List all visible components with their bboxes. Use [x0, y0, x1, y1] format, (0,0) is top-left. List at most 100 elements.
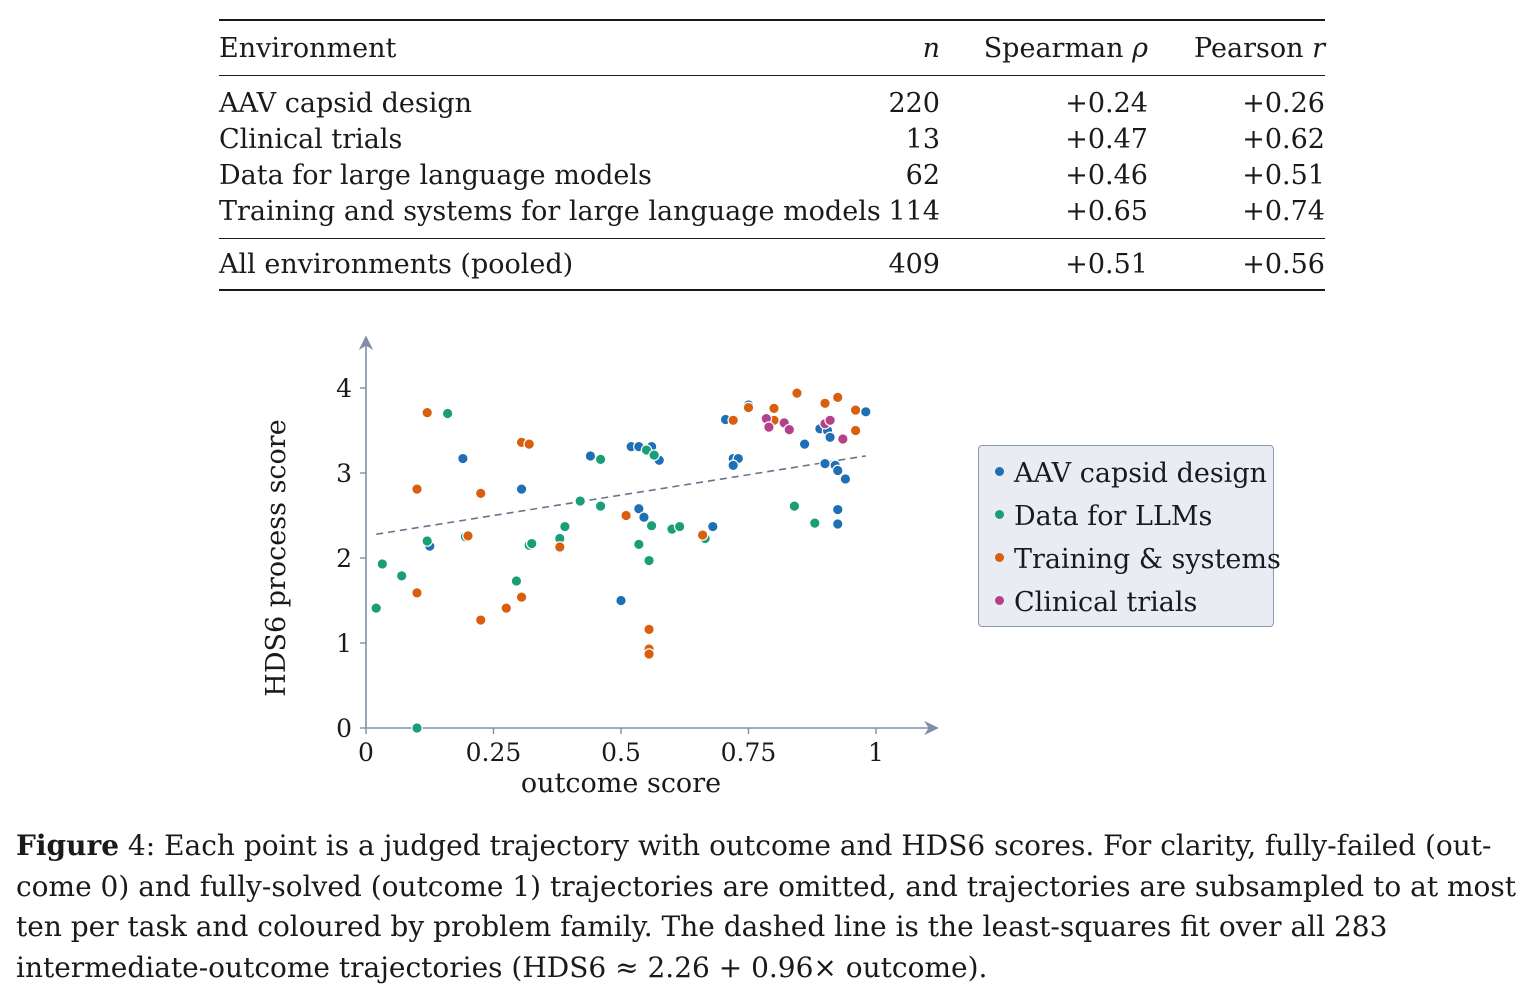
data-point: [808, 517, 821, 529]
x-tick-label: 0.5: [601, 738, 641, 767]
data-point: [643, 554, 655, 567]
results-table: Environment n Spearman ρ Pearson r AAV c…: [219, 19, 1325, 292]
data-point: [742, 401, 755, 414]
cell-n: 220: [888, 88, 940, 120]
cell-n: 409: [888, 249, 940, 281]
data-point: [584, 450, 597, 462]
data-point: [645, 519, 658, 532]
data-point: [525, 537, 538, 550]
data-point: [411, 722, 423, 734]
data-point: [643, 623, 655, 636]
table-mid-rule: [219, 238, 1325, 240]
data-point: [849, 424, 862, 437]
data-point: [515, 483, 528, 495]
y-tick-label: 1: [336, 629, 352, 658]
table-row: Training and systems for large language …: [219, 194, 1325, 230]
data-point: [839, 473, 852, 485]
data-point: [696, 529, 709, 541]
table-header-rule: [219, 75, 1325, 77]
data-point: [421, 406, 433, 419]
legend-item-aav: AAV capsid design: [995, 456, 1267, 496]
y-axis-title: HDS6 process score: [261, 419, 292, 696]
cell-spearman: +0.51: [1065, 249, 1148, 281]
data-point: [831, 464, 844, 477]
data-point: [411, 483, 423, 495]
table-row-pooled: All environments (pooled) 409 +0.51 +0.5…: [219, 239, 1325, 289]
data-point: [411, 587, 423, 599]
cell-n: 13: [905, 124, 940, 156]
cell-environment: AAV capsid design: [219, 88, 473, 120]
data-point: [395, 570, 408, 582]
data-point: [859, 406, 872, 418]
cell-pearson: +0.26: [1242, 88, 1325, 120]
data-point: [706, 520, 719, 533]
data-point: [620, 509, 632, 522]
legend-item-training: Training & systems: [995, 542, 1281, 582]
data-point: [615, 594, 627, 607]
cell-pearson: +0.51: [1242, 160, 1325, 192]
data-point: [819, 397, 831, 410]
data-point: [523, 438, 535, 450]
data-point: [441, 407, 454, 420]
cell-n: 114: [888, 196, 940, 228]
data-point: [457, 452, 469, 465]
table-row: AAV capsid design 220 +0.24 +0.26: [219, 86, 1325, 122]
legend-marker: [995, 596, 1004, 605]
data-point: [594, 500, 607, 512]
chart-legend: AAV capsid design Data for LLMs Training…: [978, 445, 1281, 627]
x-tick-label: 0: [358, 738, 374, 767]
data-point: [638, 511, 650, 523]
y-tick-label: 0: [336, 714, 352, 743]
legend-marker: [995, 510, 1004, 519]
cell-spearman: +0.24: [1065, 88, 1148, 120]
data-point: [515, 591, 528, 603]
cell-pearson: +0.74: [1242, 196, 1325, 228]
data-point: [798, 438, 811, 450]
cell-environment: Data for large language models: [219, 160, 652, 192]
data-point: [633, 538, 645, 551]
data-point: [727, 414, 739, 427]
data-point: [783, 423, 796, 436]
header-environment: Environment: [219, 33, 397, 64]
data-point: [574, 495, 586, 507]
y-tick-label: 2: [336, 544, 352, 573]
caption-text: : Each point is a judged trajectory with…: [16, 829, 1517, 984]
data-point: [474, 487, 487, 500]
table-row: Clinical trials 13 +0.47 +0.62: [219, 122, 1325, 158]
legend-item-data-llms: Data for LLMs: [995, 499, 1212, 539]
data-point: [673, 520, 686, 533]
cell-environment: Clinical trials: [219, 124, 403, 156]
figure-caption: Figure 4: Each point is a judged traject…: [16, 826, 1516, 988]
legend-marker: [995, 467, 1004, 476]
data-point: [421, 535, 433, 547]
caption-label: Figure: [16, 829, 120, 862]
data-point: [559, 520, 571, 533]
data-point: [819, 457, 831, 470]
x-tick-label: 0.25: [466, 738, 522, 767]
data-point: [831, 518, 844, 530]
data-point: [727, 459, 739, 472]
data-point: [824, 431, 836, 444]
cell-environment: Training and systems for large language …: [219, 196, 881, 228]
table-header-row: Environment n Spearman ρ Pearson r: [219, 21, 1325, 75]
x-tick-label: 1: [868, 738, 884, 767]
scatter-chart: 0 0.25 0.5 0.75 1 0 1 2 3 4 outcome score HDS6 proc…: [261, 335, 939, 799]
table-row: Data for large language models 62 +0.46 …: [219, 158, 1325, 194]
legend-item-clinical: Clinical trials: [995, 585, 1197, 625]
data-point: [553, 541, 566, 553]
data-point: [510, 575, 523, 587]
data-point: [500, 602, 513, 614]
header-n: n: [922, 33, 940, 64]
cell-pearson: +0.62: [1242, 124, 1325, 156]
x-tick-label: 0.75: [721, 738, 777, 767]
table-bottom-rule: [219, 289, 1325, 292]
cell-spearman: +0.65: [1065, 196, 1148, 228]
data-point: [763, 421, 775, 433]
data-point: [376, 558, 389, 570]
data-point: [831, 503, 844, 516]
data-point: [370, 602, 382, 614]
cell-pearson: +0.56: [1242, 249, 1325, 281]
cell-spearman: +0.46: [1065, 160, 1148, 192]
y-tick-label: 4: [336, 374, 352, 403]
data-point: [474, 614, 487, 626]
